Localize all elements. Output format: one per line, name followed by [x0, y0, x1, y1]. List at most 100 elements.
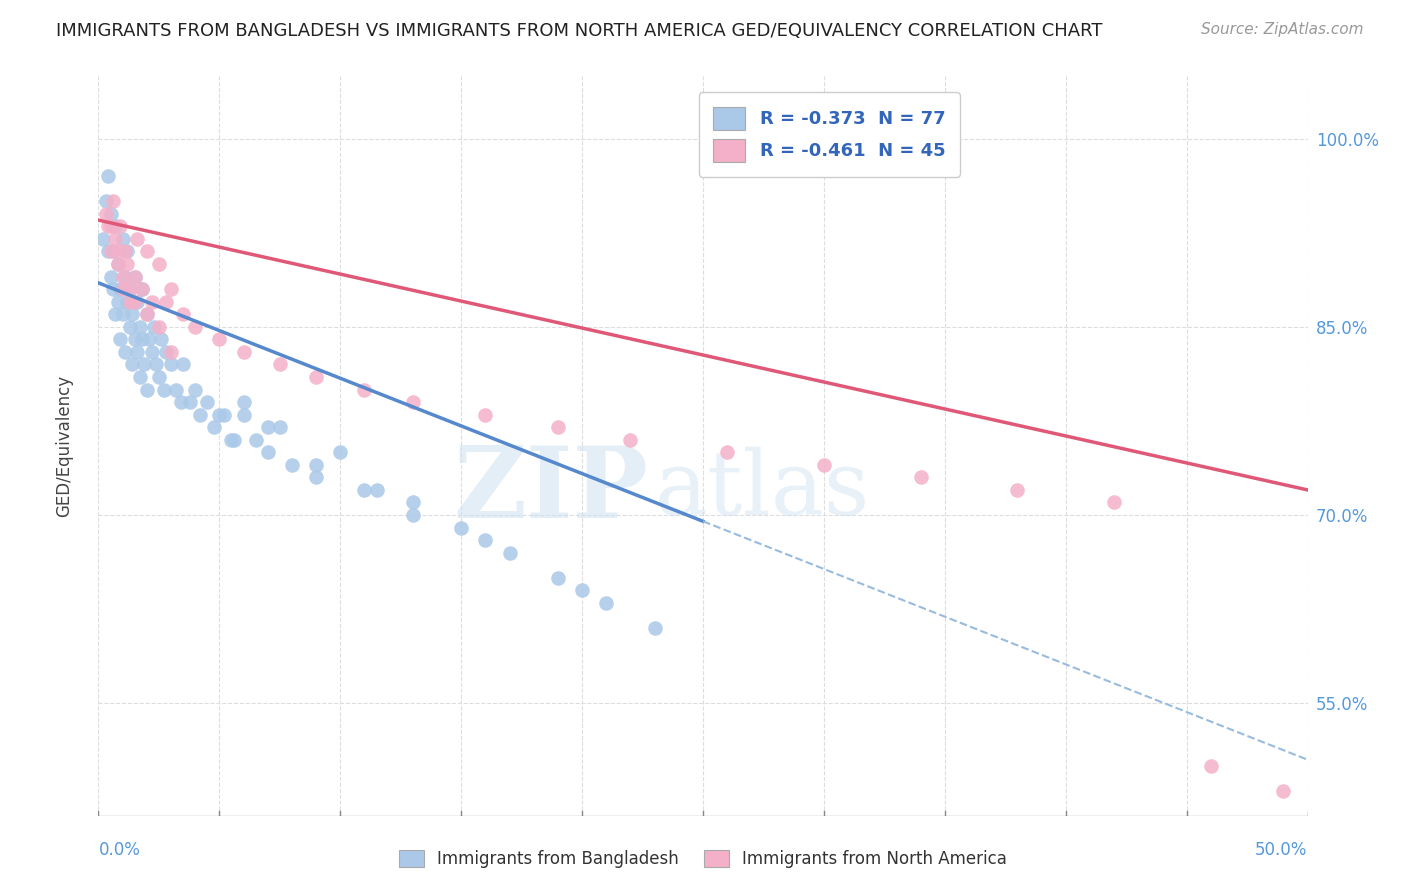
Point — [208, 408, 231, 422]
Point — [135, 307, 157, 321]
Point — [118, 282, 141, 296]
Point — [329, 445, 352, 459]
Point — [212, 408, 235, 422]
Point — [547, 420, 569, 434]
Point — [91, 232, 114, 246]
Point — [204, 420, 226, 434]
Point — [169, 395, 191, 409]
Point — [195, 395, 218, 409]
Point — [107, 257, 129, 271]
Point — [107, 257, 129, 271]
Point — [124, 269, 146, 284]
Point — [97, 169, 120, 184]
Point — [353, 483, 375, 497]
Point — [118, 319, 141, 334]
Point — [145, 358, 167, 372]
Point — [131, 332, 153, 346]
Point — [124, 269, 146, 284]
Point — [148, 257, 170, 271]
Point — [111, 269, 134, 284]
Legend: Immigrants from Bangladesh, Immigrants from North America: Immigrants from Bangladesh, Immigrants f… — [392, 843, 1014, 875]
Point — [232, 344, 254, 359]
Point — [111, 232, 134, 246]
Point — [117, 257, 139, 271]
Point — [117, 294, 139, 309]
Point — [121, 358, 143, 372]
Point — [135, 244, 157, 259]
Point — [188, 408, 211, 422]
Point — [124, 294, 146, 309]
Point — [121, 307, 143, 321]
Point — [547, 571, 569, 585]
Point — [104, 219, 127, 234]
Point — [619, 433, 641, 447]
Point — [143, 319, 166, 334]
Text: GED/Equivalency: GED/Equivalency — [56, 375, 73, 517]
Point — [160, 344, 183, 359]
Point — [118, 282, 141, 296]
Text: 50.0%: 50.0% — [1256, 841, 1308, 859]
Point — [117, 244, 139, 259]
Point — [474, 533, 496, 548]
Point — [150, 332, 173, 346]
Point — [571, 583, 593, 598]
Point — [402, 395, 425, 409]
Point — [184, 383, 207, 397]
Point — [716, 445, 738, 459]
Point — [450, 520, 472, 534]
Point — [152, 383, 174, 397]
Point — [813, 458, 835, 472]
Point — [281, 458, 304, 472]
Point — [1007, 483, 1029, 497]
Point — [1199, 759, 1222, 773]
Point — [305, 458, 328, 472]
Point — [100, 244, 122, 259]
Point — [118, 294, 141, 309]
Point — [269, 420, 291, 434]
Point — [305, 370, 328, 384]
Point — [1102, 495, 1125, 509]
Point — [111, 282, 134, 296]
Point — [221, 433, 243, 447]
Point — [353, 383, 375, 397]
Point — [131, 282, 153, 296]
Point — [155, 294, 177, 309]
Point — [111, 307, 134, 321]
Point — [245, 433, 267, 447]
Point — [101, 244, 124, 259]
Point — [595, 596, 617, 610]
Point — [160, 282, 183, 296]
Point — [366, 483, 388, 497]
Point — [114, 244, 136, 259]
Point — [910, 470, 932, 484]
Point — [208, 332, 231, 346]
Point — [498, 546, 520, 560]
Point — [127, 294, 149, 309]
Point — [474, 408, 496, 422]
Point — [135, 383, 157, 397]
Point — [148, 370, 170, 384]
Point — [127, 344, 149, 359]
Point — [1272, 784, 1295, 798]
Point — [131, 282, 153, 296]
Point — [100, 219, 122, 234]
Point — [94, 207, 117, 221]
Point — [100, 269, 122, 284]
Point — [104, 307, 127, 321]
Point — [141, 344, 163, 359]
Point — [160, 358, 183, 372]
Point — [104, 232, 127, 246]
Point — [165, 383, 187, 397]
Point — [128, 370, 150, 384]
Point — [108, 282, 131, 296]
Point — [101, 194, 124, 209]
Point — [135, 307, 157, 321]
Point — [184, 319, 207, 334]
Legend: R = -0.373  N = 77, R = -0.461  N = 45: R = -0.373 N = 77, R = -0.461 N = 45 — [699, 92, 960, 177]
Point — [148, 319, 170, 334]
Point — [305, 470, 328, 484]
Point — [128, 319, 150, 334]
Point — [124, 332, 146, 346]
Point — [256, 420, 278, 434]
Point — [94, 194, 117, 209]
